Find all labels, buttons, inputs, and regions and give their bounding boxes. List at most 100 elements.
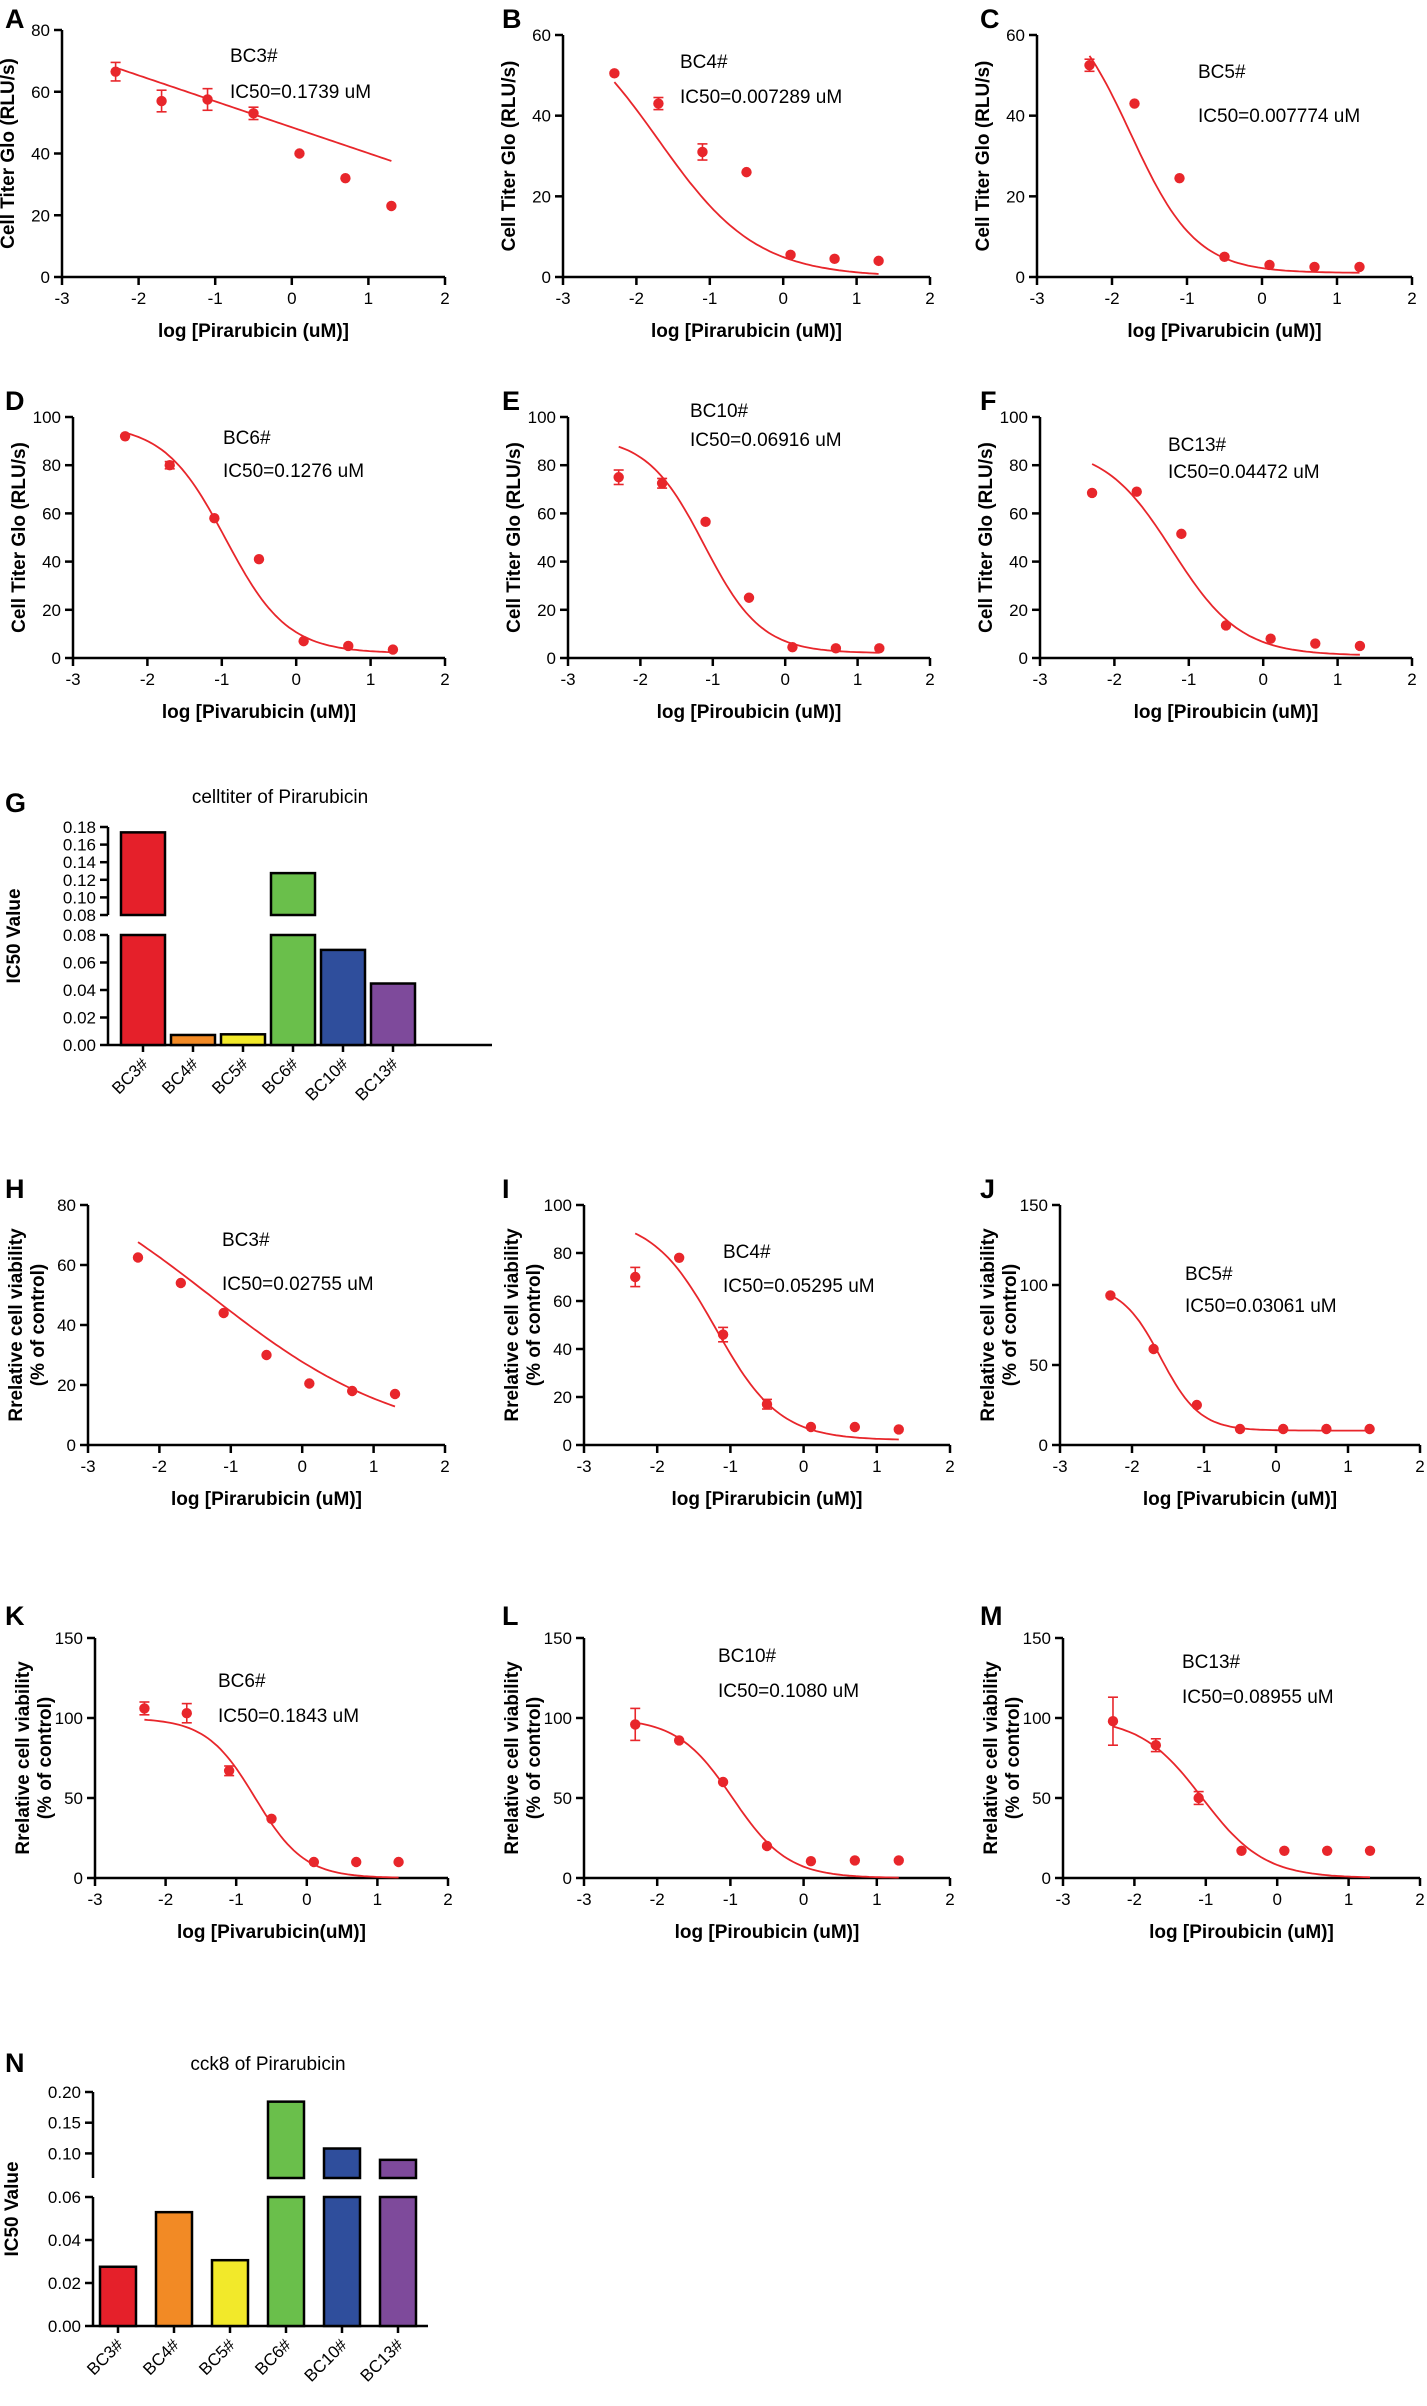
x-tick-label: 0 (1272, 1890, 1281, 1909)
y-axis-label: IC50 Value (2, 2161, 23, 2256)
panel-M: M -3 -2 -1 0 1 2 0 50 100 150 log [Piroubicin (uM)]… (980, 1601, 1425, 1943)
x-tick-label: 0 (297, 1457, 306, 1476)
data-point (1148, 1343, 1159, 1355)
data-point (340, 173, 351, 184)
x-axis-label: log [Pirarubicin (uM)] (158, 321, 349, 342)
x-tick-label: -2 (131, 289, 146, 308)
x-tick-label: -2 (629, 289, 644, 308)
y-tick-label: 0.12 (63, 871, 96, 890)
y-tick-label: 60 (1006, 26, 1025, 45)
panel-letter: I (502, 1174, 510, 1204)
x-tick-label: 1 (1343, 1457, 1352, 1476)
x-tick-label: 0 (1257, 289, 1266, 308)
data-point (1193, 1792, 1204, 1804)
y-tick-label: 40 (1009, 553, 1028, 572)
y-tick-label: 0 (563, 1436, 572, 1455)
y-tick-label: 0 (547, 649, 556, 668)
y-tick-label: 80 (537, 456, 556, 475)
x-tick-label: 1 (853, 670, 862, 689)
x-tick-label: -2 (1127, 1890, 1142, 1909)
x-tick-label: 1 (1333, 670, 1342, 689)
bar (378, 2195, 418, 2328)
y-tick-label: 0 (41, 268, 50, 287)
bar (169, 1033, 217, 1047)
y-axis-label: IC50 Value (4, 888, 25, 983)
y-tick-label: 20 (537, 601, 556, 620)
y-tick-label: 150 (55, 1629, 83, 1648)
x-tick-label: -3 (1052, 1457, 1067, 1476)
x-tick-label: -3 (576, 1457, 591, 1476)
y-axis-label: Rrelative cell viability (981, 1661, 1002, 1855)
data-point (1264, 259, 1275, 271)
x-tick-label: -1 (223, 1457, 238, 1476)
category-label: BC10# (302, 1054, 353, 1105)
y-axis-label-line2: (% of control) (1003, 1697, 1024, 1819)
x-tick-label: -3 (1032, 670, 1047, 689)
data-point (181, 1708, 192, 1719)
data-point (609, 68, 620, 79)
y-axis-label: Cell Titer Glo (RLU/s) (976, 442, 997, 633)
data-point (1220, 620, 1232, 631)
data-point (175, 1277, 187, 1289)
annotation-ic50: IC50=0.06916 uM (690, 430, 842, 451)
x-axis-label: log [Piroubicin (uM)] (1149, 1922, 1334, 1943)
y-tick-label: 100 (1000, 408, 1028, 427)
x-tick-label: 0 (778, 289, 787, 308)
annotation-sample: BC4# (680, 52, 728, 73)
y-tick-label: 100 (544, 1709, 572, 1728)
x-tick-label: -2 (152, 1457, 167, 1476)
data-point (743, 592, 755, 603)
y-tick-label: 100 (55, 1709, 83, 1728)
y-tick-label: 40 (553, 1340, 572, 1359)
x-tick-label: 0 (799, 1457, 808, 1476)
data-point (351, 1856, 362, 1868)
y-tick-label: 20 (553, 1388, 572, 1407)
x-tick-label: 0 (302, 1890, 311, 1909)
y-axis-label: Cell Titer Glo (RLU/s) (9, 442, 30, 633)
y-tick-label: 50 (1029, 1356, 1048, 1375)
y-tick-label: 0 (52, 649, 61, 668)
data-point (761, 1840, 773, 1852)
fit-curve (1088, 55, 1360, 274)
fit-curve (137, 1241, 396, 1408)
panel-K: K -3 -2 -1 0 1 2 0 50 100 150 log [Pivarubicin(uM)]… (5, 1601, 453, 1943)
y-tick-label: 100 (1023, 1709, 1051, 1728)
y-tick-label: 50 (64, 1789, 83, 1808)
panel-letter: A (5, 4, 25, 34)
y-tick-label: 150 (544, 1629, 572, 1648)
category-label: BC6# (258, 1054, 302, 1098)
panel-J: J -3 -2 -1 0 1 2 0 50 100 150 log [Pivarubicin (uM)… (978, 1174, 1425, 1510)
data-point (223, 1765, 235, 1777)
y-tick-label: 60 (31, 83, 50, 102)
y-tick-label: 20 (42, 601, 61, 620)
category-label: BC4# (139, 2335, 183, 2379)
x-tick-label: 2 (945, 1457, 954, 1476)
fit-curve (144, 1718, 399, 1879)
y-axis-label: Cell Titer Glo (RLU/s) (504, 442, 525, 633)
y-tick-label: 80 (31, 21, 50, 40)
data-point (1321, 1423, 1332, 1435)
x-tick-label: -2 (158, 1890, 173, 1909)
data-point (893, 1424, 904, 1435)
x-tick-label: 1 (872, 1457, 881, 1476)
y-tick-label: 80 (1009, 456, 1028, 475)
data-point (202, 94, 213, 105)
bar (119, 933, 167, 1047)
data-point (613, 472, 624, 483)
chart-title: cck8 of Pirarubicin (190, 2054, 345, 2075)
y-tick-label: 60 (532, 26, 551, 45)
y-tick-label: 40 (532, 107, 551, 126)
annotation-ic50: IC50=0.03061 uM (1185, 1296, 1337, 1317)
x-tick-label: -1 (723, 1457, 738, 1476)
annotation-sample: BC6# (223, 428, 271, 449)
panel-letter: K (5, 1601, 25, 1631)
x-tick-label: -1 (214, 670, 229, 689)
bar (322, 2195, 362, 2328)
data-point (700, 516, 711, 528)
annotation-sample: BC13# (1182, 1652, 1241, 1673)
data-point (304, 1378, 315, 1389)
